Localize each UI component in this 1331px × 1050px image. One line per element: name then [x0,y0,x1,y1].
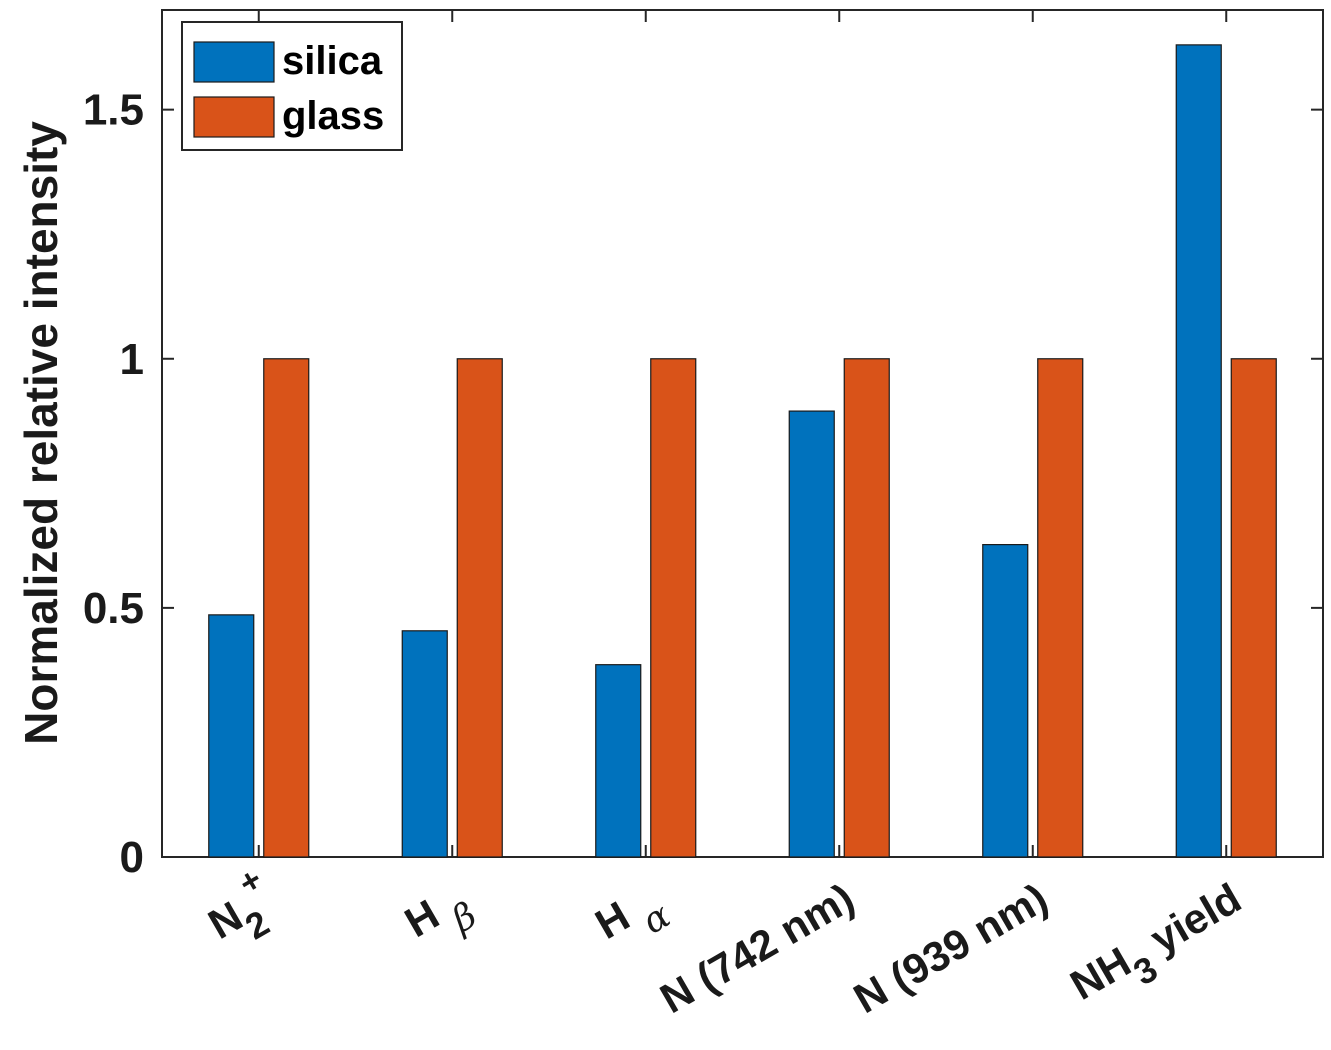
legend-label-silica: silica [282,39,383,83]
x-tick-label: N2+ [192,860,289,962]
x-tick-label: H α [587,874,677,963]
bar-silica-1 [401,630,448,858]
bar-silica-0 [208,614,255,858]
bar-silica-3 [788,410,835,858]
bar-glass-3 [843,358,890,858]
bar-silica-4 [982,544,1029,858]
x-tick-label: N (939 nm) [846,874,1055,1022]
x-tick-label: N (742 nm) [652,874,861,1022]
bar-glass-4 [1037,358,1084,858]
bar-glass-0 [263,358,310,858]
bar-glass-1 [456,358,503,858]
x-tick-label: NH3 yield [1062,874,1257,1023]
x-tick-label: H β [397,874,484,962]
legend: silica glass [181,21,403,151]
axes-frame [161,9,1324,858]
y-axis-label: Normalized relative intensity [15,121,67,745]
y-tick-label: 1.5 [83,86,144,135]
legend-label-glass: glass [282,94,384,138]
plot-area: 0 0.5 1 1.5 N2+ H β H αN (742 nm)N (939 nm) NH3… [83,9,1324,1023]
y-tick-label: 0 [120,833,144,882]
bar-glass-2 [650,358,697,858]
legend-swatch-silica [193,41,275,83]
legend-swatch-glass [193,96,275,138]
bar-silica-5 [1175,44,1222,858]
y-tick-label: 0.5 [83,584,144,633]
bar-silica-2 [595,664,642,858]
bar-glass-5 [1230,358,1277,858]
y-tick-label: 1 [120,335,144,384]
